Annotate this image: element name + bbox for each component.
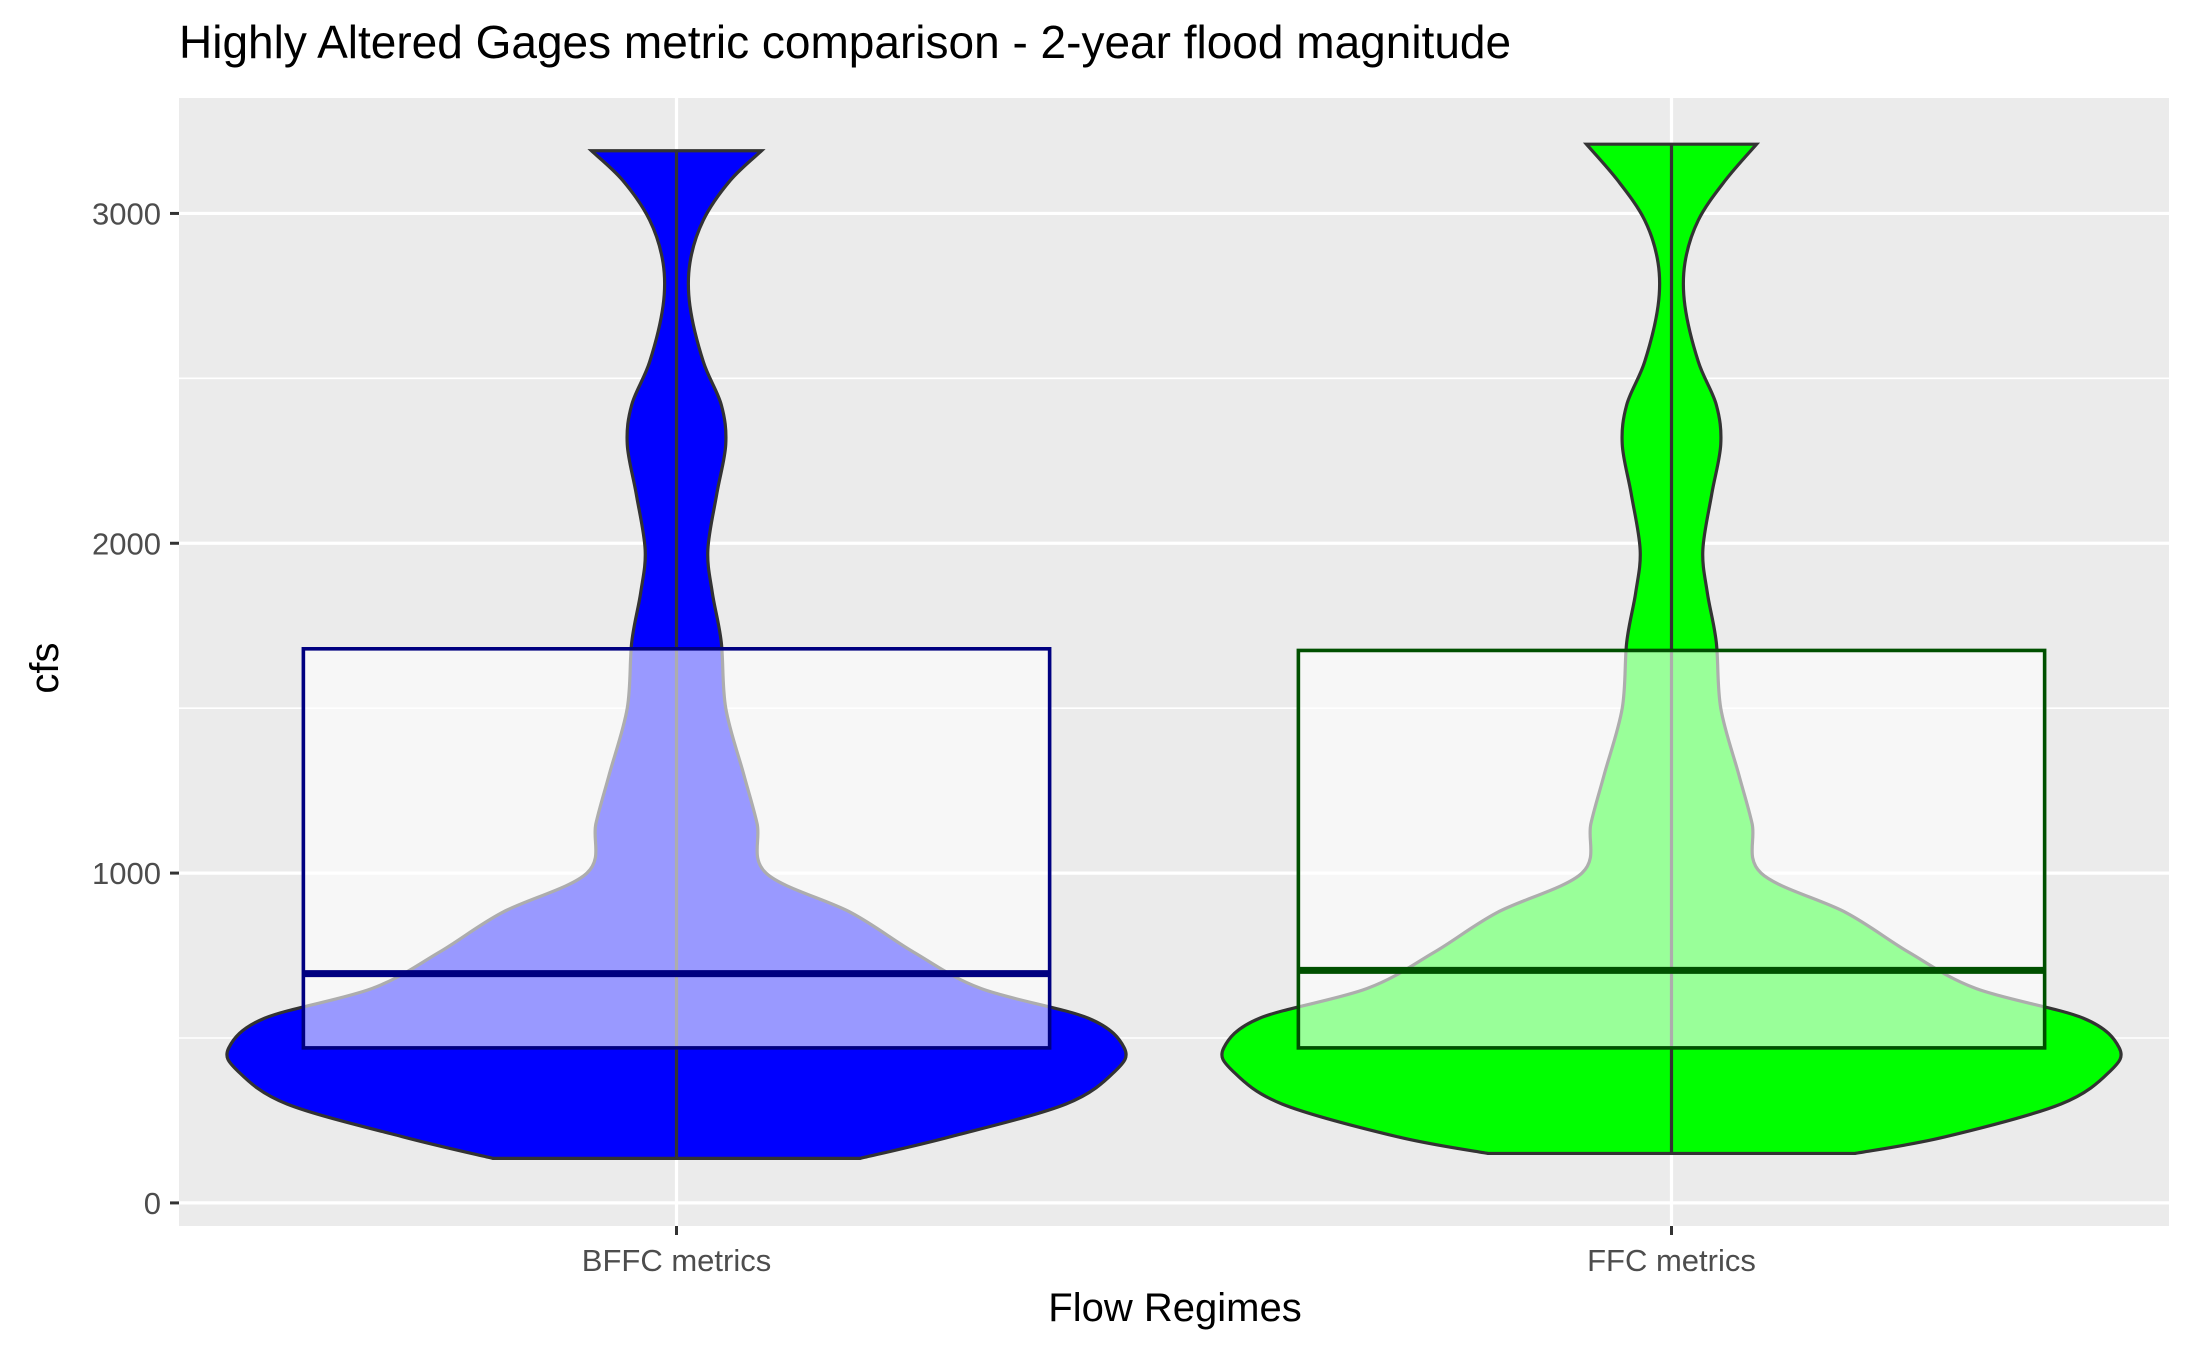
x-axis-title: Flow Regimes xyxy=(1048,1286,1301,1330)
box-1 xyxy=(1296,648,2047,1050)
boxplots xyxy=(301,647,2047,1050)
y-tick-label: 2000 xyxy=(92,526,161,561)
y-tick-label: 3000 xyxy=(92,196,161,231)
x-tick-label: BFFC metrics xyxy=(582,1243,771,1278)
x-tick-label: FFC metrics xyxy=(1587,1243,1756,1278)
axes: 0 1000 2000 3000 BFFC metrics FFC metrics xyxy=(92,196,1756,1278)
chart-title: Highly Altered Gages metric comparison -… xyxy=(179,16,1511,68)
y-tick-label: 1000 xyxy=(92,856,161,891)
box-0 xyxy=(301,647,1052,1050)
y-tick-label: 0 xyxy=(144,1186,161,1221)
y-axis-title: cfs xyxy=(23,642,67,693)
